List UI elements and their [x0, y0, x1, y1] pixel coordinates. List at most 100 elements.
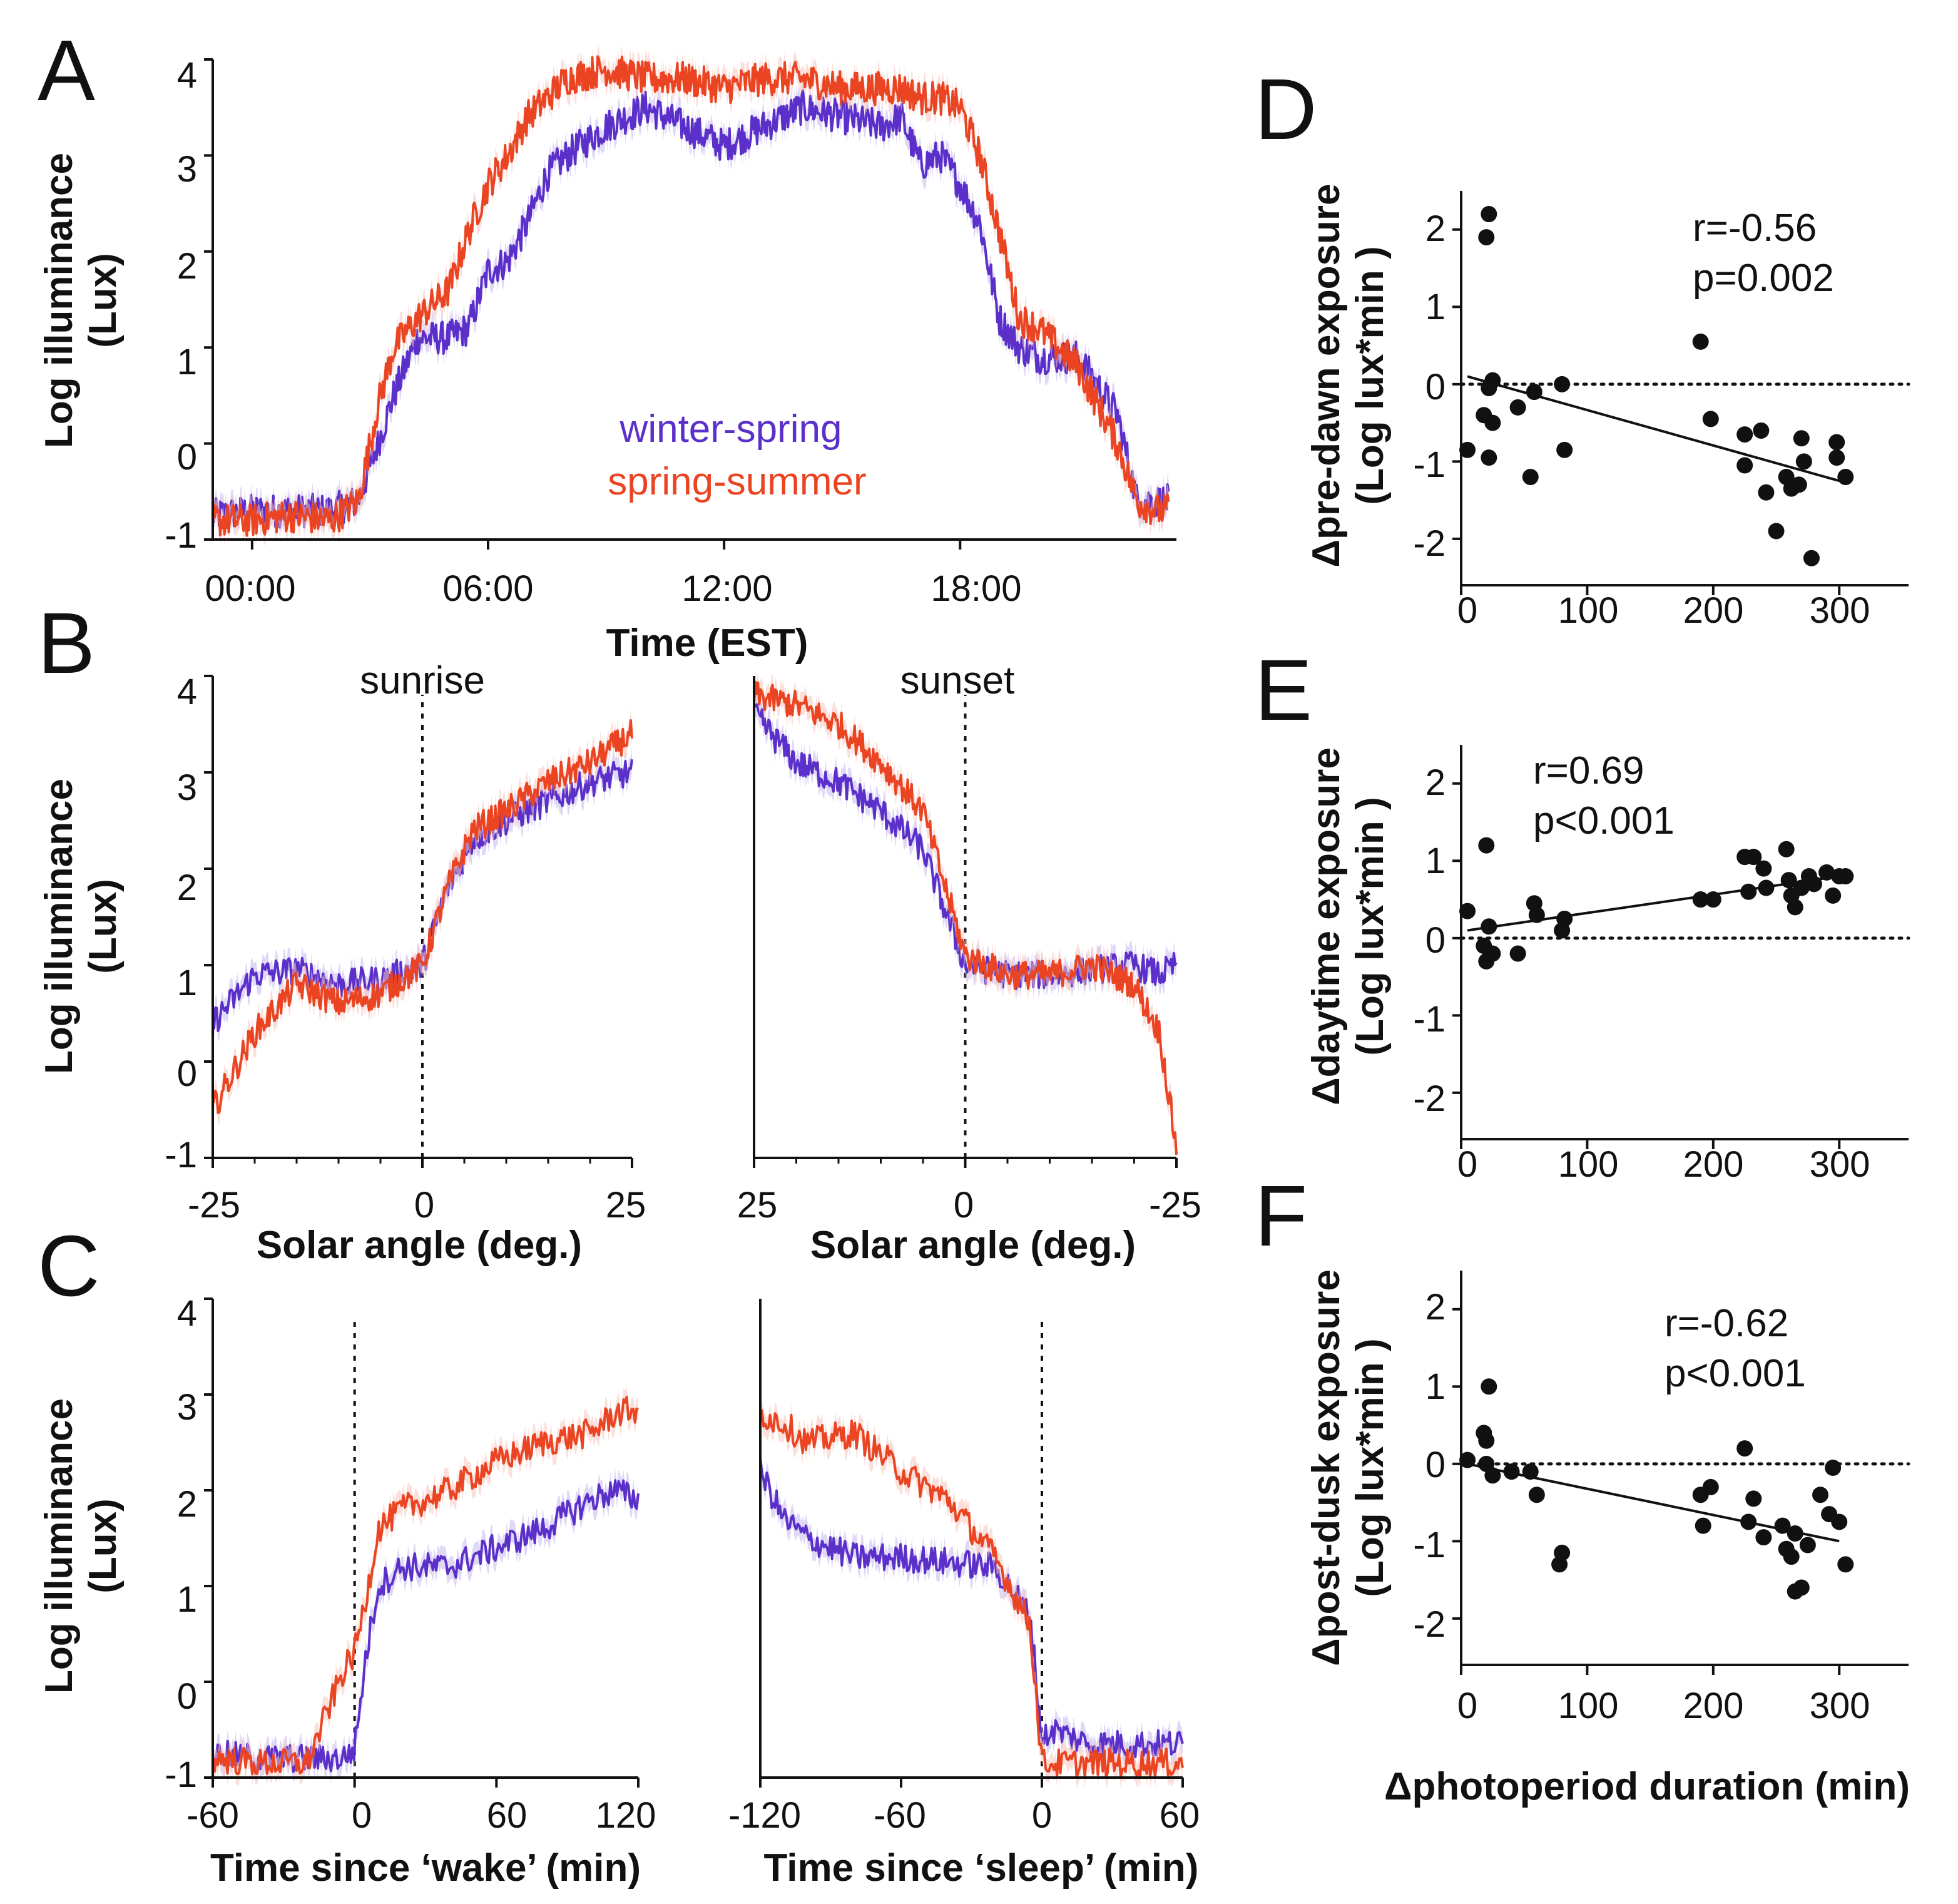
plotF-data-point: [1837, 1556, 1854, 1573]
panel-f-ytick-1: 1: [1425, 1366, 1446, 1407]
plotE-data-point: [1478, 953, 1495, 970]
panel-d-xtick-0: 0: [1457, 590, 1477, 631]
plotCR-spring-summer-sem-band: [760, 1398, 1183, 1789]
plotD-data-point: [1758, 484, 1775, 501]
plotE-data-point: [1478, 837, 1495, 854]
panel-e-ytick-0: 0: [1425, 920, 1446, 961]
panel-d-p-value: p=0.002: [1693, 257, 1834, 300]
plotE-data-point: [1825, 887, 1842, 904]
plotE-data-point: [1778, 841, 1795, 857]
plotD-data-point: [1522, 469, 1539, 486]
plotF-data-point: [1481, 1378, 1497, 1395]
panel-f-ytick-2: 2: [1425, 1287, 1446, 1328]
panel-b-right-xticks: 25 0 -25: [737, 1185, 1201, 1226]
panel-f-xticks: 0 100 200 300: [1457, 1686, 1870, 1726]
panel-f-xtick-200: 200: [1683, 1686, 1744, 1726]
plotD-data-point: [1795, 453, 1812, 470]
plotCR-spring-summer-line: [760, 1408, 1184, 1779]
panel-f-yticks: 2 1 0 -1 -2: [1413, 1287, 1446, 1645]
plotF-data-point: [1522, 1463, 1539, 1480]
panel-a: A Log illuminance (Lux) 4 3 2 1 0 -1 00:…: [38, 23, 1176, 665]
panel-c-left-xlabel: Time since ‘wake’ (min): [210, 1846, 641, 1890]
plotE-data-point: [1692, 891, 1709, 908]
plotE-data-point: [1745, 849, 1762, 866]
plotF-data-point: [1745, 1490, 1762, 1507]
panel-d-ytick-0: 0: [1425, 367, 1446, 407]
panel-f-ytick-0: 0: [1425, 1445, 1446, 1485]
plotF-data-point: [1799, 1537, 1816, 1553]
panel-b-right-xtick-m25: -25: [1149, 1185, 1201, 1226]
plotE-data-point: [1481, 918, 1497, 935]
plotD-data-point: [1736, 457, 1753, 474]
plotA-spring-summer-line: [212, 55, 1170, 537]
plotD-data-point: [1481, 449, 1497, 466]
panel-b-ytick-2: 2: [177, 868, 197, 908]
panel-b-ytick-0: 0: [177, 1053, 197, 1094]
panel-d: D Δpre-dawn exposure (Log lux*min ) 2 1 …: [1255, 61, 1910, 631]
panel-d-ytick-1: 1: [1425, 287, 1446, 327]
panel-d-xtick-100: 100: [1558, 590, 1619, 631]
panel-f-ytick-m1: -1: [1413, 1525, 1446, 1565]
panel-e: E Δdaytime exposure (Log lux*min ) 2 1 0…: [1255, 642, 1910, 1185]
panel-c-ytick-m1: -1: [165, 1754, 197, 1795]
plotD-data-point: [1768, 523, 1785, 540]
panel-b-right-xlabel: Solar angle (deg.): [810, 1224, 1136, 1267]
panel-c-left-xticks: -60 0 60 120: [186, 1795, 656, 1836]
panel-c-ylabel: Log illuminance: [38, 1398, 81, 1694]
panel-a-xtick-1200: 12:00: [681, 568, 772, 609]
plotF-data-point: [1484, 1467, 1501, 1484]
panel-letter-b: B: [38, 595, 95, 692]
panel-a-ytick-1: 1: [177, 342, 197, 382]
panel-d-ylabel-unit: (Log lux*min ): [1349, 246, 1392, 504]
panel-b-ylabel: Log illuminance: [38, 779, 81, 1074]
panel-f-xlabel: Δphotoperiod duration (min): [1384, 1765, 1910, 1808]
panel-a-ytick-m1: -1: [165, 515, 197, 556]
plotD-data-point: [1554, 376, 1571, 392]
legend-spring-summer: spring-summer: [608, 460, 866, 503]
panel-f-ylabel: Δpost-dusk exposure: [1305, 1269, 1348, 1666]
plotE-data-point: [1837, 868, 1854, 884]
panel-e-xtick-100: 100: [1558, 1144, 1619, 1185]
plotBL-winter-spring-sem-band: [213, 747, 632, 1043]
plotF-data-point: [1478, 1432, 1495, 1449]
plotE-data-point: [1740, 883, 1757, 900]
plotF-data-point: [1736, 1440, 1753, 1457]
panel-c-ytick-1: 1: [177, 1579, 197, 1620]
panel-f-ytick-m2: -2: [1413, 1604, 1446, 1645]
plotD-data-point: [1793, 430, 1810, 447]
panel-e-xtick-200: 200: [1683, 1144, 1744, 1185]
plotF-data-point: [1740, 1513, 1757, 1530]
plotE-data-point: [1556, 910, 1573, 927]
plot-b-sunset: [753, 670, 1178, 1168]
panel-a-xlabel: Time (EST): [606, 622, 808, 665]
sunrise-label: sunrise: [360, 659, 485, 702]
plotF-data-point: [1695, 1517, 1711, 1534]
panel-f-xtick-300: 300: [1810, 1686, 1870, 1726]
plot-b-sunrise: [204, 675, 633, 1168]
panel-a-ylabel-unit: (Lux): [81, 253, 125, 348]
plot-e: [1452, 745, 1910, 1149]
plotF-data-point: [1551, 1556, 1568, 1573]
panel-c-ytick-0: 0: [177, 1676, 197, 1717]
panel-b-left-xticks: -25 0 25: [188, 1185, 646, 1226]
plotCL-winter-spring-sem-band: [213, 1468, 638, 1784]
plotE-data-point: [1459, 903, 1476, 919]
panel-e-xtick-300: 300: [1810, 1144, 1870, 1185]
panel-e-ytick-m1: -1: [1413, 999, 1446, 1040]
panel-a-ytick-3: 3: [177, 149, 197, 190]
legend-winter-spring: winter-spring: [620, 407, 842, 451]
plotA-winter-spring-sem-band: [213, 79, 1169, 539]
plotF-data-point: [1825, 1460, 1842, 1476]
plotD-data-point: [1478, 229, 1495, 246]
panel-c-right-xtick-m60: -60: [874, 1795, 926, 1836]
panel-a-xtick-0600: 06:00: [442, 568, 533, 609]
panel-e-ylabel: Δdaytime exposure: [1305, 747, 1348, 1105]
plotD-data-point: [1828, 434, 1845, 451]
panel-a-xtick-0000: 00:00: [205, 568, 295, 609]
panel-d-xtick-200: 200: [1683, 590, 1744, 631]
plotF-data-point: [1831, 1513, 1848, 1530]
panel-c-right-xticks: -120 -60 0 60: [728, 1795, 1200, 1836]
plotF-data-point: [1783, 1548, 1800, 1565]
plotD-data-point: [1509, 399, 1526, 416]
plotE-regression-line: [1467, 875, 1840, 932]
